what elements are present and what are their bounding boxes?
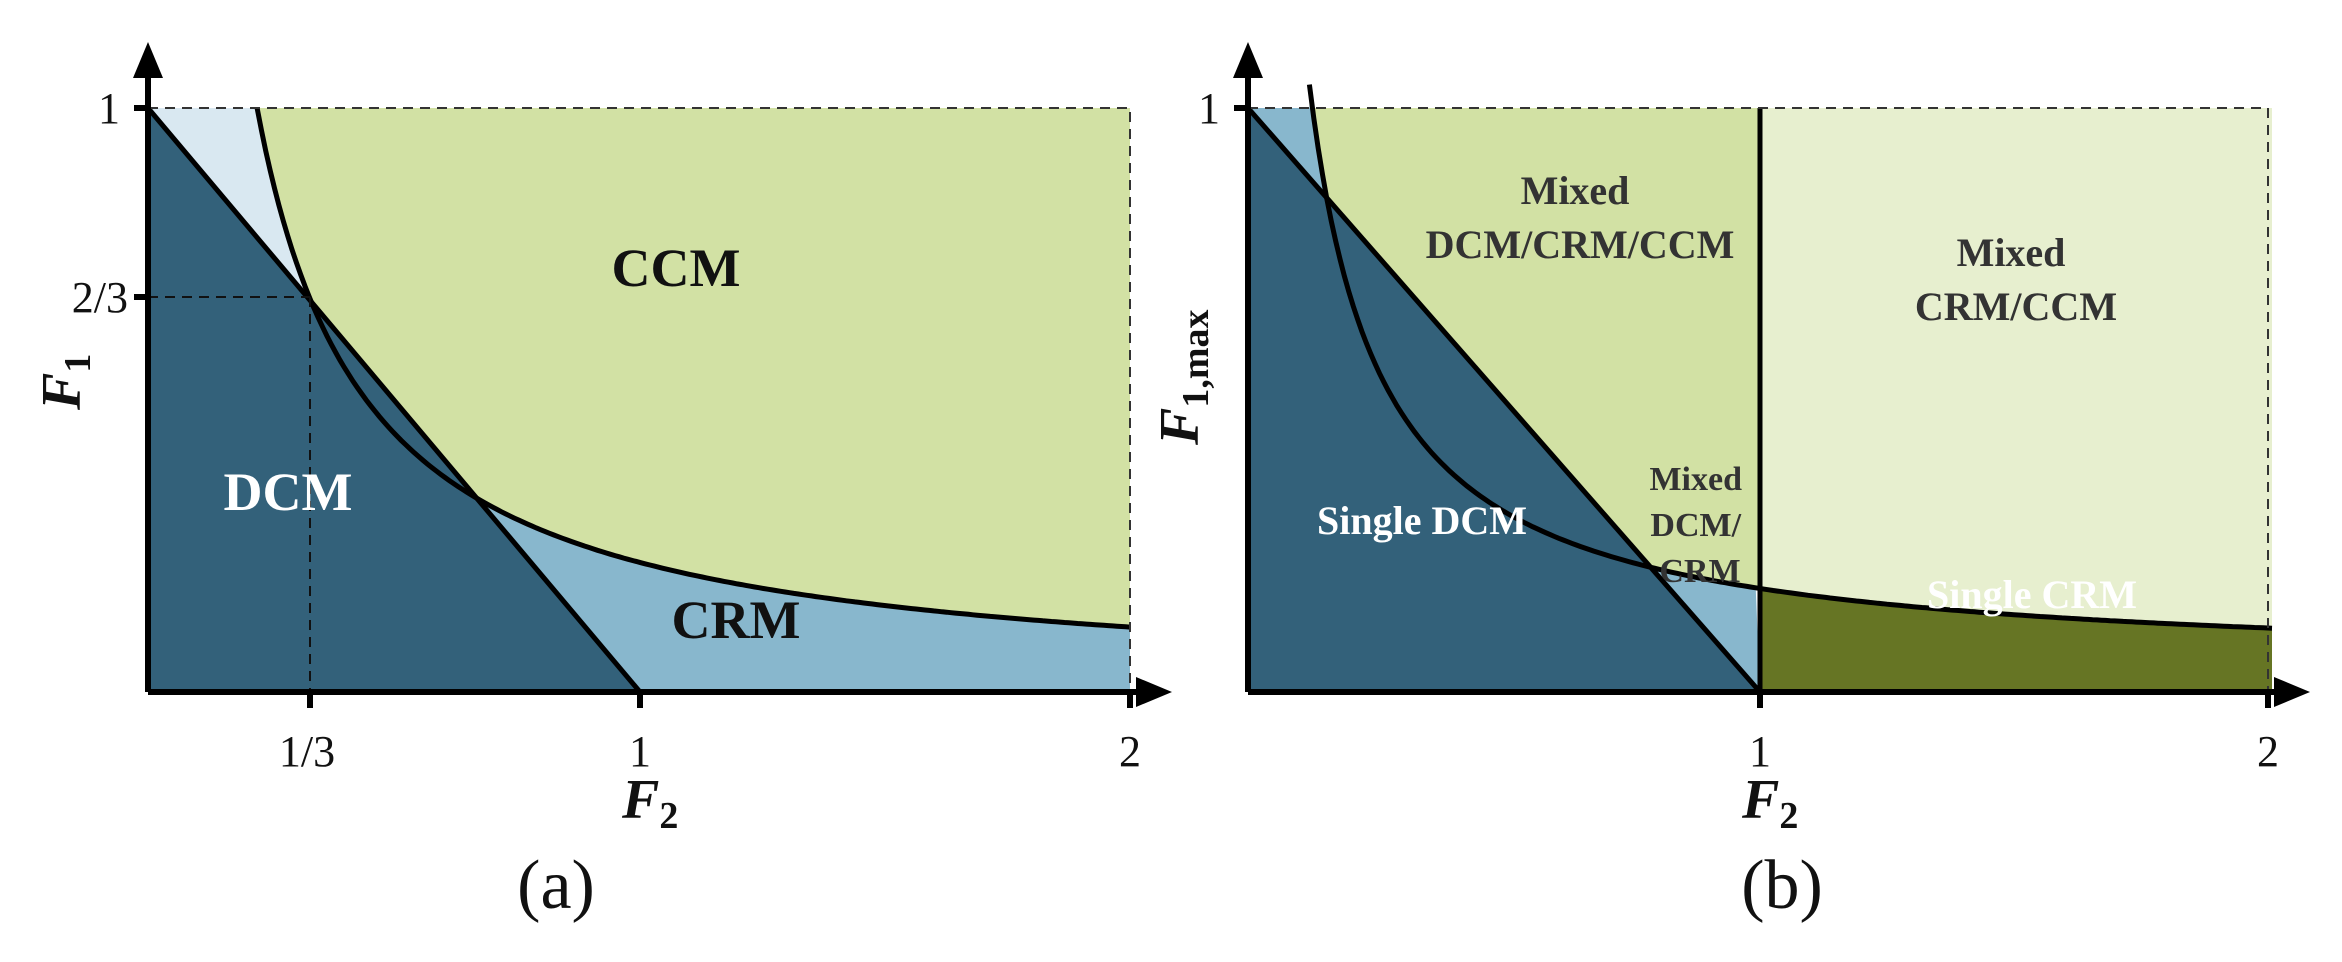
- panel-b-label: (b): [1741, 847, 1823, 924]
- panel-a-diagonal: [146, 106, 642, 694]
- panel-a-y-axis-title: F1: [31, 354, 99, 411]
- panel-b-region-mixed-crm-ccm: [1760, 108, 2272, 692]
- panel-a-x-arrow: [1136, 677, 1172, 707]
- panel-b-label-mixed-crm-ccm: Mixed CRM/CCM: [1915, 230, 2117, 329]
- panel-a: 1 2/3 1/3 1 2 F2 F1 CCM DCM CRM (a): [31, 42, 1172, 924]
- panel-a-ytick-label-1: 1: [98, 84, 120, 133]
- panel-b-label-single-crm: Single CRM: [1927, 572, 2137, 617]
- panel-b: 1 1 2 F2 F1,max Mixed DCM/CRM/CCM Mixed …: [1149, 42, 2310, 924]
- panel-b-diagonal: [1246, 106, 1762, 694]
- panel-a-xtick-label-1: 1: [629, 727, 651, 776]
- panel-b-y-arrow: [1233, 42, 1263, 78]
- panel-a-xtick-label-13: 1/3: [279, 727, 335, 776]
- panel-b-region-single-crm: [1760, 588, 2272, 692]
- panel-a-label: (a): [517, 847, 595, 924]
- panel-b-ytick-label-1: 1: [1198, 84, 1220, 133]
- panel-b-x-arrow: [2274, 677, 2310, 707]
- panel-a-label-dcm: DCM: [224, 462, 353, 522]
- panel-a-hyperbola: [254, 107, 1131, 630]
- panel-b-hyperbola: [1306, 84, 2273, 631]
- panel-b-dashed-frame: [1248, 107, 2269, 692]
- panel-b-label-mixed-all: Mixed DCM/CRM/CCM: [1426, 168, 1735, 267]
- panel-b-label-single-dcm: Single DCM: [1317, 498, 1527, 543]
- panel-b-xtick-label-1: 1: [1749, 727, 1771, 776]
- panel-b-xtick-label-2: 2: [2257, 727, 2279, 776]
- panel-a-label-ccm: CCM: [612, 238, 741, 298]
- panel-b-y-axis-title: F1,max: [1149, 309, 1217, 446]
- panel-b-x-axis-title: F2: [1741, 769, 1798, 837]
- panel-a-xtick-label-2: 2: [1119, 727, 1141, 776]
- panel-a-ytick-label-23: 2/3: [72, 273, 128, 322]
- panel-a-x-axis-title: F2: [621, 769, 678, 837]
- panel-a-region-ccm: [257, 108, 1131, 628]
- panel-b-label-mixed-dcm-crm: Mixed DCM/ CRM: [1649, 461, 1750, 590]
- panel-b-region-mixed-all: [1309, 84, 1760, 589]
- panel-a-y-arrow: [133, 42, 163, 78]
- panel-a-label-crm: CRM: [672, 590, 801, 650]
- panel-a-dashed-frame: [148, 107, 1131, 692]
